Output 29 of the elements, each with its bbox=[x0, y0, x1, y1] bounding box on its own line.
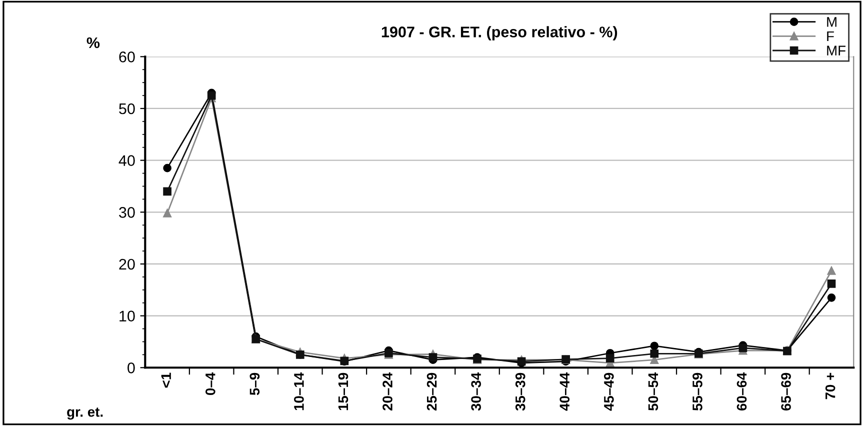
y-tick-label: 10 bbox=[120, 310, 135, 322]
x-tick-label: 70 + bbox=[825, 372, 836, 400]
x-tick-label: 25–29 bbox=[426, 372, 437, 410]
y-tick-label: 30 bbox=[119, 207, 135, 218]
y-axis-title: % bbox=[86, 37, 100, 48]
x-tick-label: 0–4 bbox=[205, 372, 216, 395]
x-tick-label: 65–69 bbox=[781, 372, 791, 410]
y-tick-label: 20 bbox=[119, 258, 135, 270]
x-tick-label: 55–59 bbox=[692, 372, 702, 411]
x-tick-label: 20–24 bbox=[382, 372, 392, 410]
legend-label: M bbox=[827, 17, 836, 27]
x-tick-label: 50–54 bbox=[648, 372, 658, 411]
chart-title: 1907 - GR. ET. (peso relativo - %) bbox=[382, 26, 618, 40]
x-tick-label: 10–14 bbox=[294, 372, 304, 410]
x-tick-label: 60–64 bbox=[736, 372, 747, 410]
x-axis-title: gr. et. bbox=[67, 408, 103, 420]
x-tick-label: 5–9 bbox=[250, 372, 260, 396]
x-tick-label: 15–19 bbox=[338, 372, 348, 410]
x-tick-label: 45–49 bbox=[604, 372, 614, 411]
y-tick-label: 0 bbox=[128, 362, 135, 374]
x-tick-label: 40–44 bbox=[560, 372, 570, 411]
y-tick-label: 60 bbox=[119, 52, 135, 62]
x-tick-label: <1 bbox=[161, 372, 171, 388]
legend-label: F bbox=[827, 31, 834, 42]
y-tick-label: 50 bbox=[119, 103, 135, 114]
legend-label: MF bbox=[827, 46, 846, 56]
x-tick-label: 30–34 bbox=[471, 372, 481, 411]
y-tick-label: 40 bbox=[118, 155, 135, 166]
x-tick-label: 35–39 bbox=[515, 372, 526, 411]
